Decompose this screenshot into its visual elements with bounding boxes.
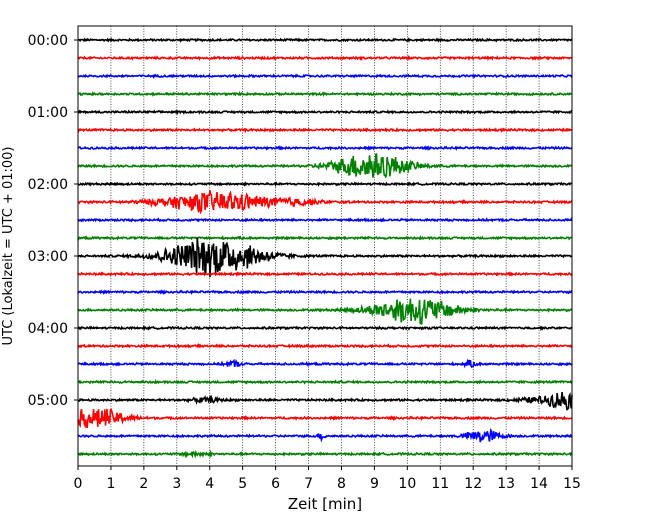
y-axis-ticks: 00:00 01:00 02:00 03:00 04:00 05:00: [28, 33, 78, 409]
x-axis-label: Zeit [min]: [288, 495, 362, 513]
trace-row-4: [77, 109, 573, 115]
trace-row-12: [77, 237, 573, 278]
trace-row-21: [77, 408, 573, 429]
trace-row-5: [77, 127, 573, 134]
trace-row-13: [77, 271, 573, 277]
x-tick-label: 2: [139, 476, 148, 492]
trace-row-3: [77, 90, 573, 98]
y-tick-label: 01:00: [28, 105, 68, 121]
x-gridlines: [110, 26, 540, 466]
x-axis-ticks: 0 1 2 3 4 5 6 7 8 9 10 11 12 13 14 15: [74, 466, 581, 492]
trace-row-18: [77, 358, 573, 369]
y-tick-label: 04:00: [28, 321, 68, 337]
x-tick-label: 11: [431, 476, 449, 492]
trace-row-22: [77, 427, 573, 443]
x-tick-label: 1: [106, 476, 115, 492]
trace-row-8: [77, 181, 573, 188]
trace-row-7: [77, 153, 573, 179]
x-tick-label: 14: [530, 476, 548, 492]
trace-row-16: [77, 325, 573, 331]
x-tick-label: 15: [563, 476, 581, 492]
trace-row-9: [77, 190, 573, 215]
plot-frame: [77, 25, 573, 467]
trace-row-23: [77, 449, 573, 459]
trace-row-11: [77, 235, 573, 241]
x-tick-label: 7: [304, 476, 313, 492]
trace-row-19: [77, 379, 573, 385]
seismic-traces: [77, 37, 573, 459]
x-tick-label: 5: [238, 476, 247, 492]
x-tick-label: 8: [337, 476, 346, 492]
trace-row-10: [77, 217, 573, 223]
x-tick-label: 6: [271, 476, 280, 492]
trace-row-0: [77, 37, 573, 43]
trace-row-15: [77, 298, 573, 325]
x-tick-label: 12: [464, 476, 482, 492]
trace-row-6: [77, 145, 573, 152]
x-tick-label: 13: [497, 476, 515, 492]
trace-row-20: [77, 392, 573, 411]
x-tick-label: 4: [205, 476, 214, 492]
trace-row-17: [77, 342, 573, 349]
trace-row-1: [77, 54, 573, 62]
x-tick-label: 3: [172, 476, 181, 492]
y-tick-label: 05:00: [28, 393, 68, 409]
y-axis-label: UTC (Lokalzeit = UTC + 01:00): [1, 147, 16, 346]
x-tick-label: 10: [398, 476, 416, 492]
x-tick-label: 9: [370, 476, 379, 492]
trace-row-14: [77, 289, 573, 296]
trace-row-2: [77, 73, 573, 79]
y-tick-label: 03:00: [28, 249, 68, 265]
y-tick-label: 02:00: [28, 177, 68, 193]
y-tick-label: 00:00: [28, 33, 68, 49]
x-tick-label: 0: [74, 476, 83, 492]
